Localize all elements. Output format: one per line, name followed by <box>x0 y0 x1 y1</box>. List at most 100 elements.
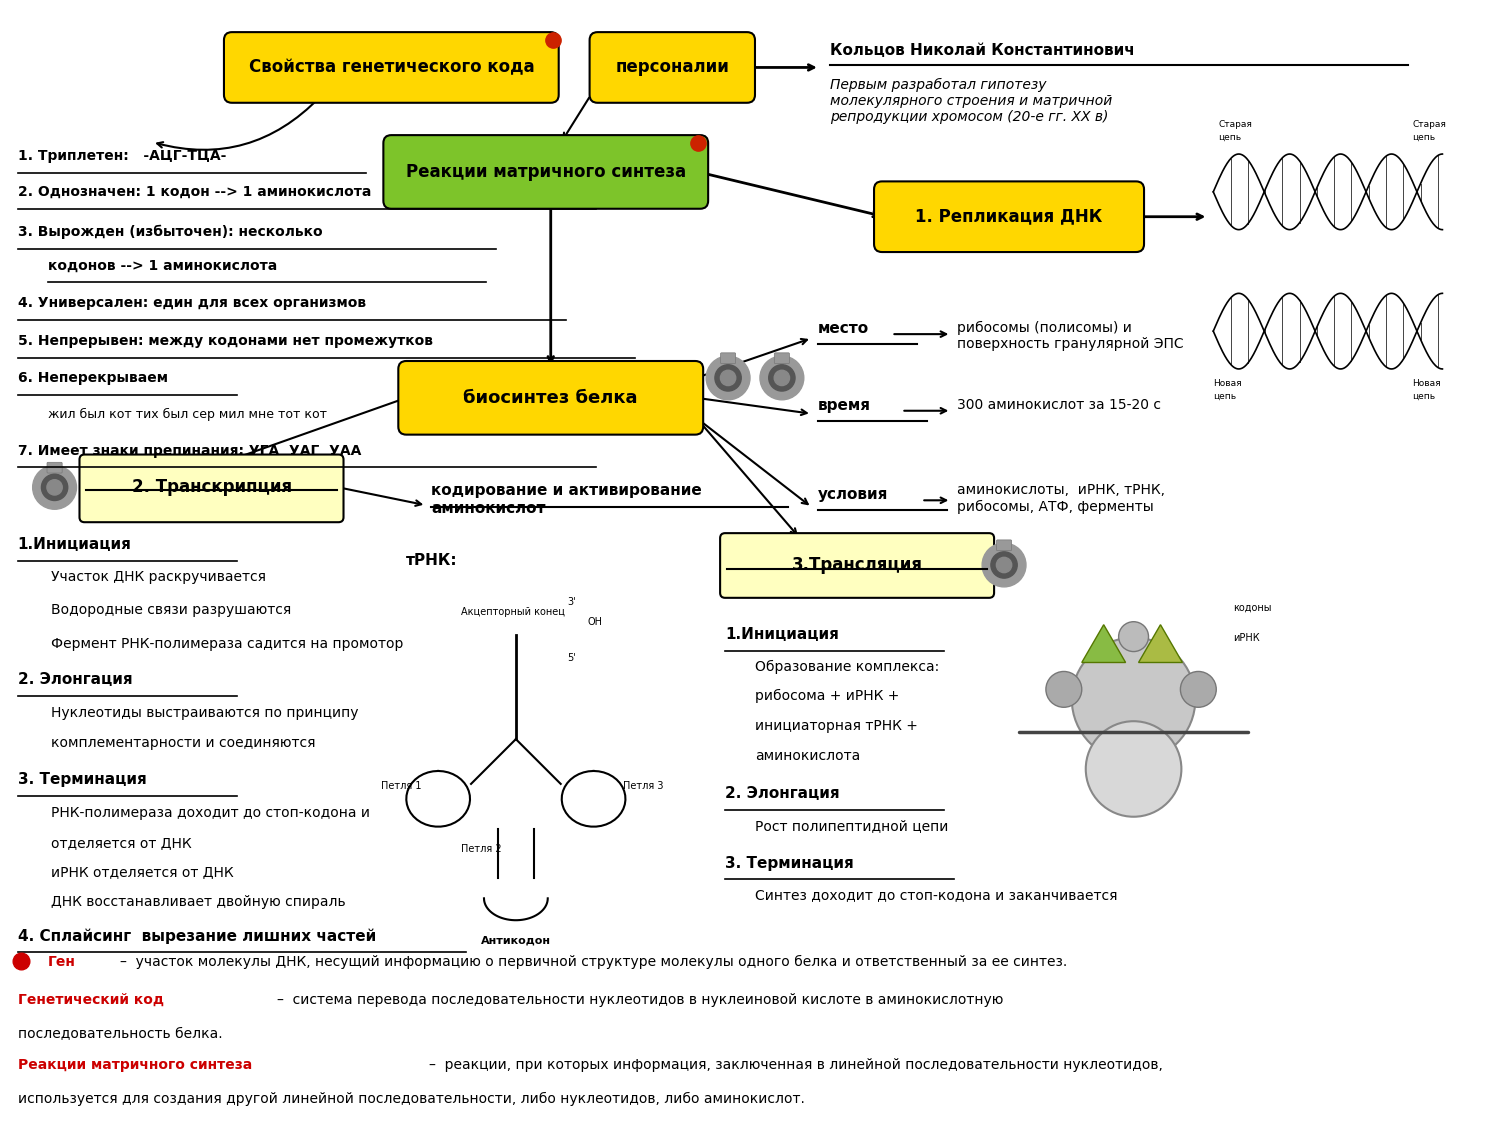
Text: Синтез доходит до стоп-кодона и заканчивается: Синтез доходит до стоп-кодона и заканчив… <box>754 889 1118 902</box>
Text: –  реакции, при которых информация, заключенная в линейной последовательности ну: – реакции, при которых информация, заклю… <box>429 1058 1162 1071</box>
Text: Первым разработал гипотезу
молекулярного строения и матричной
репродукции хромос: Первым разработал гипотезу молекулярного… <box>830 78 1112 124</box>
Circle shape <box>720 370 736 386</box>
FancyBboxPatch shape <box>720 353 735 363</box>
Text: инициаторная тРНК +: инициаторная тРНК + <box>754 719 918 734</box>
Text: Антикодон: Антикодон <box>482 935 550 945</box>
Circle shape <box>1180 672 1216 708</box>
Text: цепь: цепь <box>1413 133 1436 142</box>
Text: 3. Терминация: 3. Терминация <box>18 772 147 788</box>
Text: Старая: Старая <box>1218 120 1252 129</box>
Text: цепь: цепь <box>1214 392 1236 400</box>
Text: цепь: цепь <box>1413 392 1436 400</box>
Text: 1.Инициация: 1.Инициация <box>18 537 132 552</box>
Circle shape <box>982 543 1026 587</box>
FancyBboxPatch shape <box>874 181 1144 252</box>
Circle shape <box>46 479 63 495</box>
FancyBboxPatch shape <box>774 353 789 363</box>
Text: 300 аминокислот за 15-20 с: 300 аминокислот за 15-20 с <box>957 398 1161 412</box>
FancyBboxPatch shape <box>996 540 1011 550</box>
Text: 2. Элонгация: 2. Элонгация <box>18 673 132 687</box>
FancyBboxPatch shape <box>590 33 754 102</box>
Text: Новая: Новая <box>1214 379 1242 388</box>
Text: OH: OH <box>588 616 603 627</box>
Text: рибосомы (полисомы) и
поверхность гранулярной ЭПС: рибосомы (полисомы) и поверхность гранул… <box>957 322 1184 351</box>
Text: 5. Непрерывен: между кодонами нет промежутков: 5. Непрерывен: между кодонами нет промеж… <box>18 334 432 348</box>
Text: 4. Сплайсинг  вырезание лишних частей: 4. Сплайсинг вырезание лишних частей <box>18 928 376 944</box>
Text: 3. Терминация: 3. Терминация <box>724 855 854 871</box>
Text: используется для создания другой линейной последовательности, либо нуклеотидов, : используется для создания другой линейно… <box>18 1092 804 1107</box>
Circle shape <box>1072 638 1196 760</box>
Text: 1. Триплетен:   -АЦГ-ТЦА-: 1. Триплетен: -АЦГ-ТЦА- <box>18 148 226 163</box>
Text: отделяется от ДНК: отделяется от ДНК <box>51 836 190 849</box>
Text: –  система перевода последовательности нуклеотидов в нуклеиновой кислоте в амино: – система перевода последовательности ну… <box>278 993 1004 1007</box>
FancyBboxPatch shape <box>399 361 704 434</box>
Circle shape <box>33 466 76 510</box>
Text: Нуклеотиды выстраиваются по принципу: Нуклеотиды выстраиваются по принципу <box>51 706 358 720</box>
Text: Петля 3: Петля 3 <box>624 781 664 791</box>
Text: 6. Неперекрываем: 6. Неперекрываем <box>18 371 168 385</box>
Text: Петля 1: Петля 1 <box>381 781 422 791</box>
Text: –  участок молекулы ДНК, несущий информацию о первичной структуре молекулы одног: – участок молекулы ДНК, несущий информац… <box>120 955 1068 969</box>
Text: 7. Имеет знаки препинания: УГА  УАГ  УАА: 7. Имеет знаки препинания: УГА УАГ УАА <box>18 443 362 458</box>
FancyBboxPatch shape <box>46 462 62 472</box>
Text: 5': 5' <box>567 652 576 663</box>
Text: Новая: Новая <box>1413 379 1442 388</box>
Circle shape <box>768 364 795 391</box>
Text: 2. Транскрипция: 2. Транскрипция <box>132 478 292 496</box>
Text: последовательность белка.: последовательность белка. <box>18 1027 222 1041</box>
FancyBboxPatch shape <box>224 33 558 102</box>
Text: Акцепторный конец: Акцепторный конец <box>460 606 566 616</box>
Circle shape <box>1046 672 1082 708</box>
Text: 3': 3' <box>567 596 576 606</box>
Text: Старая: Старая <box>1413 120 1446 129</box>
Text: Петля 2: Петля 2 <box>460 844 501 854</box>
FancyBboxPatch shape <box>384 135 708 209</box>
Text: 4. Универсален: един для всех организмов: 4. Универсален: един для всех организмов <box>18 296 366 310</box>
Text: кодоны: кодоны <box>1233 603 1272 613</box>
Text: кодирование и активирование
аминокислот: кодирование и активирование аминокислот <box>430 484 702 515</box>
Text: рибосома + иРНК +: рибосома + иРНК + <box>754 690 900 703</box>
Circle shape <box>42 475 68 501</box>
Text: 3. Вырожден (избыточен): несколько: 3. Вырожден (избыточен): несколько <box>18 225 322 238</box>
Text: Генетический код: Генетический код <box>18 993 164 1007</box>
Circle shape <box>760 356 804 399</box>
Text: условия: условия <box>818 487 888 503</box>
Text: 1.Инициация: 1.Инициация <box>724 627 839 641</box>
Text: комплементарности и соединяются: комплементарности и соединяются <box>51 736 315 750</box>
Polygon shape <box>1138 624 1182 663</box>
Text: время: время <box>818 398 870 413</box>
Text: аминокислота: аминокислота <box>754 749 859 763</box>
Text: иРНК отделяется от ДНК: иРНК отделяется от ДНК <box>51 865 232 880</box>
FancyBboxPatch shape <box>80 455 344 522</box>
Text: Кольцов Николай Константинович: Кольцов Николай Константинович <box>830 43 1134 57</box>
Text: Ген: Ген <box>48 955 75 969</box>
Text: место: место <box>818 322 868 336</box>
Circle shape <box>1119 622 1149 651</box>
Text: Участок ДНК раскручивается: Участок ДНК раскручивается <box>51 570 266 584</box>
Circle shape <box>996 557 1011 573</box>
Text: биосинтез белка: биосинтез белка <box>464 389 638 407</box>
Text: 3.Трансляция: 3.Трансляция <box>792 556 922 574</box>
Text: тРНК:: тРНК: <box>406 554 457 568</box>
Text: Свойства генетического кода: Свойства генетического кода <box>249 58 534 76</box>
Text: жил был кот тих был сер мил мне тот кот: жил был кот тих был сер мил мне тот кот <box>48 407 327 421</box>
Polygon shape <box>1082 624 1125 663</box>
Text: 1. Репликация ДНК: 1. Репликация ДНК <box>915 208 1102 226</box>
Text: иРНК: иРНК <box>1233 632 1260 642</box>
Circle shape <box>706 356 750 399</box>
Text: аминокислоты,  иРНК, тРНК,
рибосомы, АТФ, ферменты: аминокислоты, иРНК, тРНК, рибосомы, АТФ,… <box>957 484 1166 514</box>
Text: кодонов --> 1 аминокислота: кодонов --> 1 аминокислота <box>48 259 278 272</box>
Text: Образование комплекса:: Образование комплекса: <box>754 659 939 674</box>
Text: ДНК восстанавливает двойную спираль: ДНК восстанавливает двойную спираль <box>51 896 345 909</box>
FancyBboxPatch shape <box>720 533 994 597</box>
Text: Водородные связи разрушаются: Водородные связи разрушаются <box>51 603 291 616</box>
Text: Фермент РНК-полимераза садится на промотор: Фермент РНК-полимераза садится на промот… <box>51 637 404 650</box>
Text: 2. Однозначен: 1 кодон --> 1 аминокислота: 2. Однозначен: 1 кодон --> 1 аминокислот… <box>18 184 370 199</box>
Text: цепь: цепь <box>1218 133 1242 142</box>
Text: Реакции матричного синтеза: Реакции матричного синтеза <box>18 1058 252 1071</box>
Text: 2. Элонгация: 2. Элонгация <box>724 786 840 801</box>
Text: РНК-полимераза доходит до стоп-кодона и: РНК-полимераза доходит до стоп-кодона и <box>51 806 369 820</box>
Circle shape <box>716 364 741 391</box>
Text: персоналии: персоналии <box>615 58 729 76</box>
Text: Реакции матричного синтеза: Реакции матричного синтеза <box>405 163 686 181</box>
